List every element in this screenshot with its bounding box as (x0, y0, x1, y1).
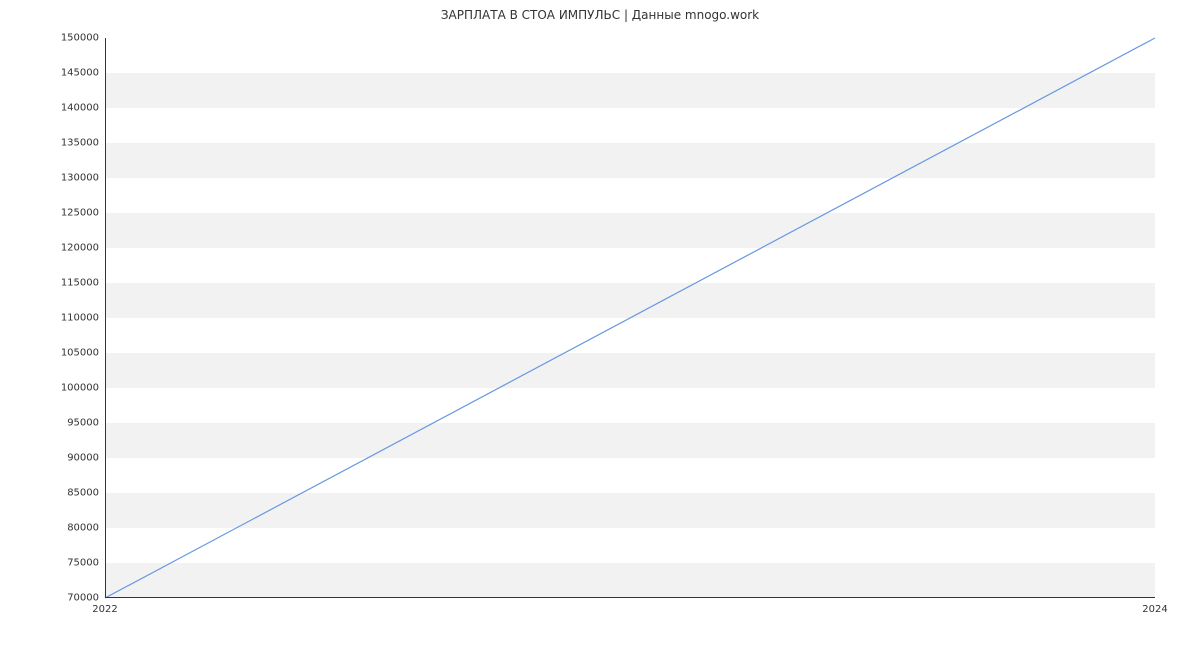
y-tick-label: 75000 (67, 558, 99, 569)
y-tick-label: 125000 (61, 208, 99, 219)
y-tick-label: 105000 (61, 348, 99, 359)
x-axis-line (105, 597, 1155, 598)
y-tick-label: 150000 (61, 33, 99, 44)
y-tick-label: 135000 (61, 138, 99, 149)
y-tick-label: 120000 (61, 243, 99, 254)
series-line (105, 38, 1155, 598)
y-tick-label: 110000 (61, 313, 99, 324)
y-tick-label: 100000 (61, 383, 99, 394)
y-tick-label: 85000 (67, 488, 99, 499)
chart-title: ЗАРПЛАТА В СТОА ИМПУЛЬС | Данные mnogo.w… (0, 8, 1200, 22)
plot-area: 7000075000800008500090000950001000001050… (105, 38, 1155, 598)
y-tick-label: 115000 (61, 278, 99, 289)
line-layer (105, 38, 1155, 598)
x-tick-label: 2024 (1142, 604, 1167, 615)
y-tick-label: 90000 (67, 453, 99, 464)
y-tick-label: 80000 (67, 523, 99, 534)
y-tick-label: 70000 (67, 593, 99, 604)
y-tick-label: 130000 (61, 173, 99, 184)
y-tick-label: 140000 (61, 103, 99, 114)
x-tick-label: 2022 (92, 604, 117, 615)
y-tick-label: 95000 (67, 418, 99, 429)
y-tick-label: 145000 (61, 68, 99, 79)
y-axis-line (105, 38, 106, 598)
